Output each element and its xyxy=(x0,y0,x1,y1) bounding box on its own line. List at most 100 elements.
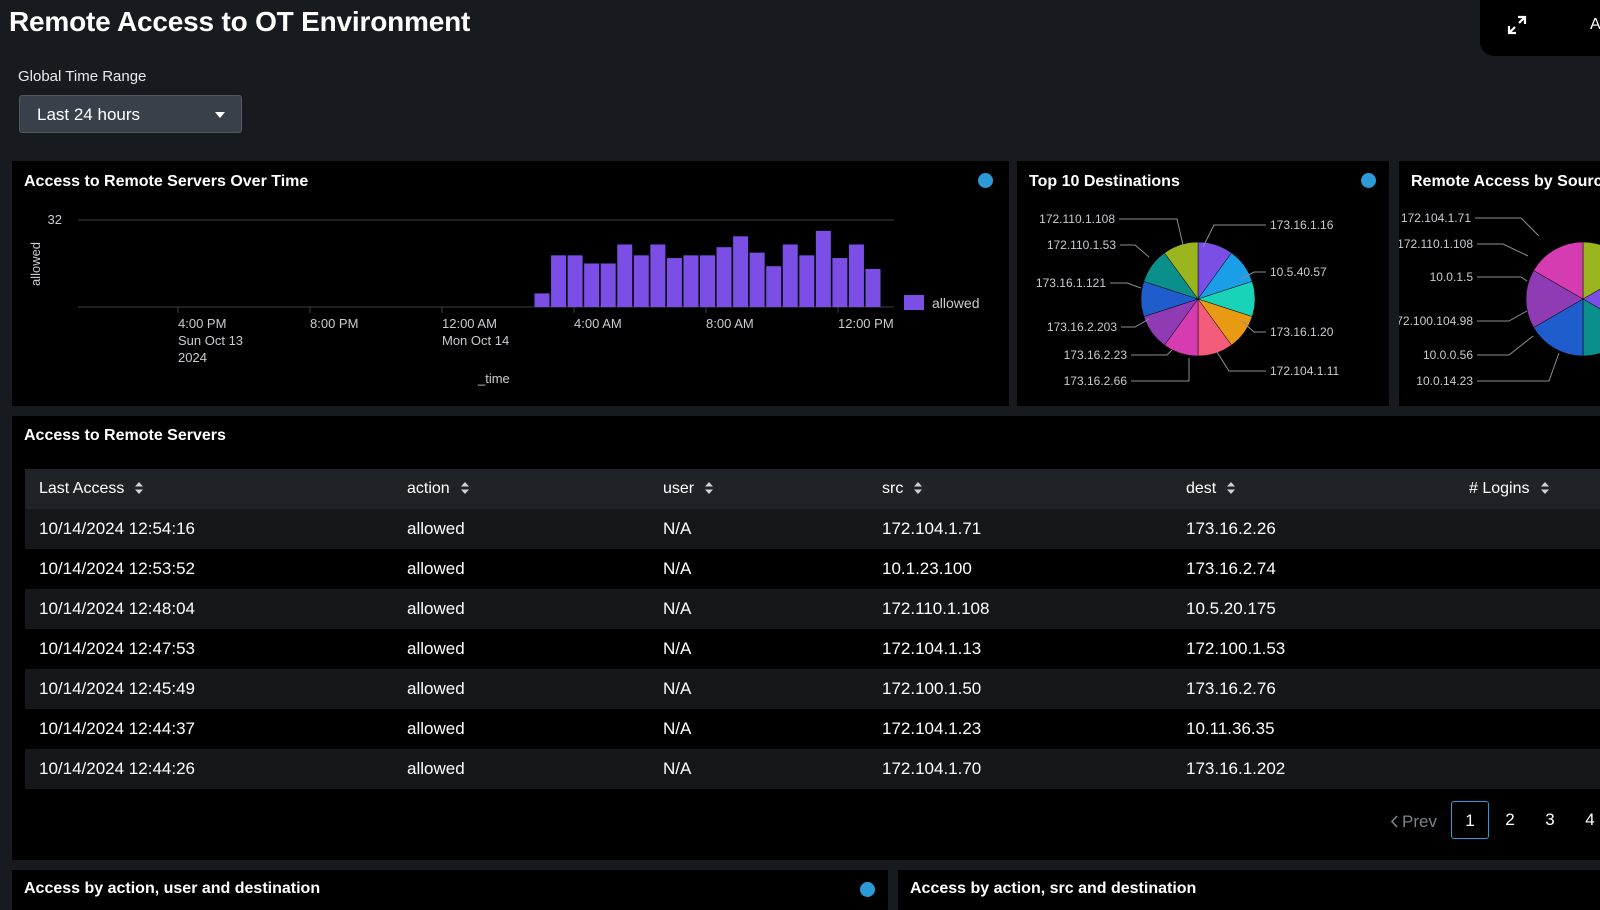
legend-label: allowed xyxy=(932,295,979,311)
leader-line xyxy=(1216,351,1266,372)
bar[interactable] xyxy=(815,230,831,307)
pie-label: 10.0.14.23 xyxy=(1416,374,1473,388)
pagination-prev[interactable]: Prev xyxy=(1390,812,1437,832)
leader-line xyxy=(1131,358,1190,382)
cell-src: 172.110.1.108 xyxy=(882,599,990,618)
pie-label: 172.100.104.98 xyxy=(1399,314,1473,328)
bar[interactable] xyxy=(733,236,749,307)
bar[interactable] xyxy=(700,255,715,307)
pie-label: 172.110.1.108 xyxy=(1039,212,1115,226)
bar[interactable] xyxy=(534,293,550,307)
pagination-page-2[interactable]: 2 xyxy=(1505,810,1515,829)
bar[interactable] xyxy=(832,258,848,307)
column-header-src[interactable]: src xyxy=(882,480,923,498)
bar[interactable] xyxy=(749,252,765,307)
status-indicator[interactable] xyxy=(1361,173,1376,188)
bar[interactable] xyxy=(617,244,633,307)
pagination-page-3[interactable]: 3 xyxy=(1545,810,1555,829)
cell-last-access: 10/14/2024 12:45:49 xyxy=(39,679,195,698)
pie-label: 10.5.40.57 xyxy=(1270,265,1327,279)
pie-slice[interactable] xyxy=(1525,270,1584,328)
leader-line xyxy=(1477,310,1528,322)
leader-line xyxy=(1477,243,1529,257)
cell-user: N/A xyxy=(663,719,692,738)
bar[interactable] xyxy=(650,244,666,307)
leader-line xyxy=(1121,318,1150,328)
sort-icon xyxy=(1540,481,1549,494)
column-header-dest[interactable]: dest xyxy=(1186,480,1236,498)
table-row[interactable]: 10/14/2024 12:44:26 allowed N/A 172.104.1.7… xyxy=(25,749,1600,789)
sort-icon xyxy=(1227,481,1236,494)
bar[interactable] xyxy=(584,263,600,308)
status-indicator[interactable] xyxy=(860,882,875,897)
leader-line xyxy=(1119,218,1184,246)
table-row[interactable]: 10/14/2024 12:44:37 allowed N/A 172.104.1.2… xyxy=(25,709,1600,749)
cell-action: allowed xyxy=(407,559,465,578)
bar[interactable] xyxy=(766,266,782,307)
time-range-dropdown[interactable]: Last 24 hours xyxy=(19,95,242,133)
pie-label: 173.16.1.20 xyxy=(1270,325,1334,339)
leader-line xyxy=(1110,282,1142,289)
y-tick-label: 32 xyxy=(48,212,62,227)
pie-slice[interactable] xyxy=(1164,241,1199,300)
bar[interactable] xyxy=(848,244,864,307)
pie-label: 173.16.2.203 xyxy=(1047,320,1117,334)
panel-title-by-source: Remote Access by Source xyxy=(1411,173,1600,190)
x-tick-label: Sun Oct 13 xyxy=(178,333,243,348)
pie-label: 173.16.2.23 xyxy=(1064,348,1128,362)
pie-label: 173.16.2.66 xyxy=(1064,374,1128,388)
pie-slice[interactable] xyxy=(1582,271,1600,328)
table-row[interactable]: 10/14/2024 12:54:16 allowed N/A 172.104.1.7… xyxy=(25,509,1600,549)
bar[interactable] xyxy=(799,255,815,307)
column-header-logins[interactable]: # Logins xyxy=(1469,480,1549,498)
cell-dest: 173.16.1.202 xyxy=(1186,759,1286,778)
bar[interactable] xyxy=(683,255,699,307)
cell-last-access: 10/14/2024 12:54:16 xyxy=(39,519,195,538)
bar-chart: 32 allowed 4:00 PM Sun Oct 13 2024 8:00 PM 12:… xyxy=(28,212,979,386)
pagination-page-4[interactable]: 4 xyxy=(1585,810,1595,829)
cell-dest: 173.16.2.74 xyxy=(1186,559,1276,578)
panel-title-action-user-dest: Access by action, user and destination xyxy=(24,880,321,897)
toolbar-extra-label[interactable]: A xyxy=(1590,16,1600,33)
pie-label: 172.104.1.71 xyxy=(1401,211,1471,225)
column-header-user[interactable]: user xyxy=(663,480,714,498)
pagination-page-1[interactable]: 1 xyxy=(1451,801,1489,839)
fullscreen-icon[interactable] xyxy=(1506,14,1528,36)
table-row[interactable]: 10/14/2024 12:47:53 allowed N/A 172.104.1.1… xyxy=(25,629,1600,669)
bar[interactable] xyxy=(865,268,881,307)
sort-icon xyxy=(705,481,714,494)
bar[interactable] xyxy=(782,244,798,307)
x-tick-label: 12:00 AM xyxy=(442,316,497,331)
bar[interactable] xyxy=(551,255,567,307)
cell-user: N/A xyxy=(663,639,692,658)
pie-slice[interactable] xyxy=(1582,298,1600,357)
pie-slice[interactable] xyxy=(1533,241,1584,300)
bar[interactable] xyxy=(716,247,732,307)
pie-chart-destinations: 173.16.1.16 10.5.40.57 173.16.1.20 172.104.… xyxy=(1036,212,1340,388)
table-row[interactable]: 10/14/2024 12:45:49 allowed N/A 172.100.1.5… xyxy=(25,669,1600,709)
leader-line xyxy=(1477,276,1528,282)
cell-src: 172.100.1.50 xyxy=(882,679,982,698)
column-header-last-access[interactable]: Last Access xyxy=(39,480,144,498)
status-indicator[interactable] xyxy=(978,173,993,188)
pie-chart-sources: 172.104.1.71 172.110.1.108 10.0.1.5 172.100… xyxy=(1399,211,1600,388)
x-tick-label: 8:00 AM xyxy=(706,316,754,331)
cell-last-access: 10/14/2024 12:47:53 xyxy=(39,639,195,658)
column-header-action[interactable]: action xyxy=(407,480,469,498)
cell-user: N/A xyxy=(663,559,692,578)
pie-slice[interactable] xyxy=(1533,298,1584,357)
table-row[interactable]: 10/14/2024 12:53:52 allowed N/A 10.1.23.100… xyxy=(25,549,1600,589)
bar[interactable] xyxy=(567,255,583,307)
pie-slice[interactable] xyxy=(1582,241,1600,300)
cell-user: N/A xyxy=(663,759,692,778)
table-row[interactable]: 10/14/2024 12:48:04 allowed N/A 172.110.1.1… xyxy=(25,589,1600,629)
sort-icon xyxy=(135,481,144,494)
page-title: Remote Access to OT Environment xyxy=(9,6,471,37)
cell-user: N/A xyxy=(663,599,692,618)
bar[interactable] xyxy=(600,263,616,308)
x-tick-label: 2024 xyxy=(178,350,207,365)
x-tick-label: 4:00 PM xyxy=(178,316,226,331)
pie-label: 10.0.1.5 xyxy=(1430,270,1474,284)
bar[interactable] xyxy=(666,258,682,307)
bar[interactable] xyxy=(633,255,649,307)
